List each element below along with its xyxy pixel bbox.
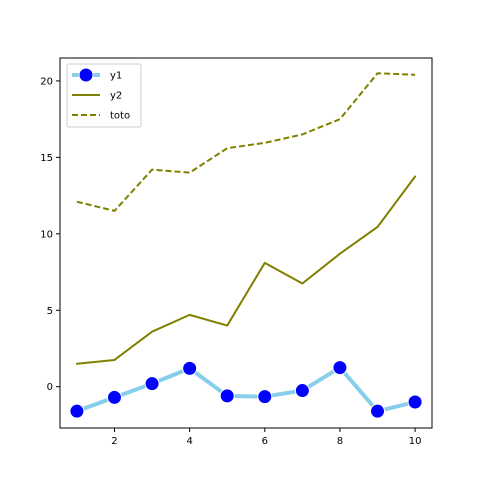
legend-label-y2: y2 xyxy=(110,91,122,102)
data-point-y1 xyxy=(220,389,234,403)
data-point-y1 xyxy=(258,390,272,404)
y-tick-label: 15 xyxy=(40,153,53,164)
data-point-y1 xyxy=(183,361,197,375)
y-tick-label: 5 xyxy=(47,306,53,317)
x-tick-label: 2 xyxy=(111,436,117,447)
data-point-y1 xyxy=(333,361,347,375)
data-point-y1 xyxy=(371,404,385,418)
legend-label-y1: y1 xyxy=(110,71,122,82)
x-tick-label: 6 xyxy=(262,436,268,447)
x-tick-label: 8 xyxy=(337,436,343,447)
legend-marker-y1 xyxy=(79,68,93,82)
y-tick-label: 20 xyxy=(40,76,53,87)
data-point-y1 xyxy=(70,404,84,418)
y-tick-label: 0 xyxy=(47,382,53,393)
x-tick-label: 10 xyxy=(409,436,422,447)
data-point-y1 xyxy=(408,395,422,409)
x-tick-label: 4 xyxy=(186,436,192,447)
legend-label-toto: toto xyxy=(110,111,130,122)
data-point-y1 xyxy=(295,384,309,398)
y-tick-label: 10 xyxy=(40,229,53,240)
data-point-y1 xyxy=(107,390,121,404)
data-point-y1 xyxy=(145,377,159,391)
legend: y1 y2 toto xyxy=(67,64,141,127)
